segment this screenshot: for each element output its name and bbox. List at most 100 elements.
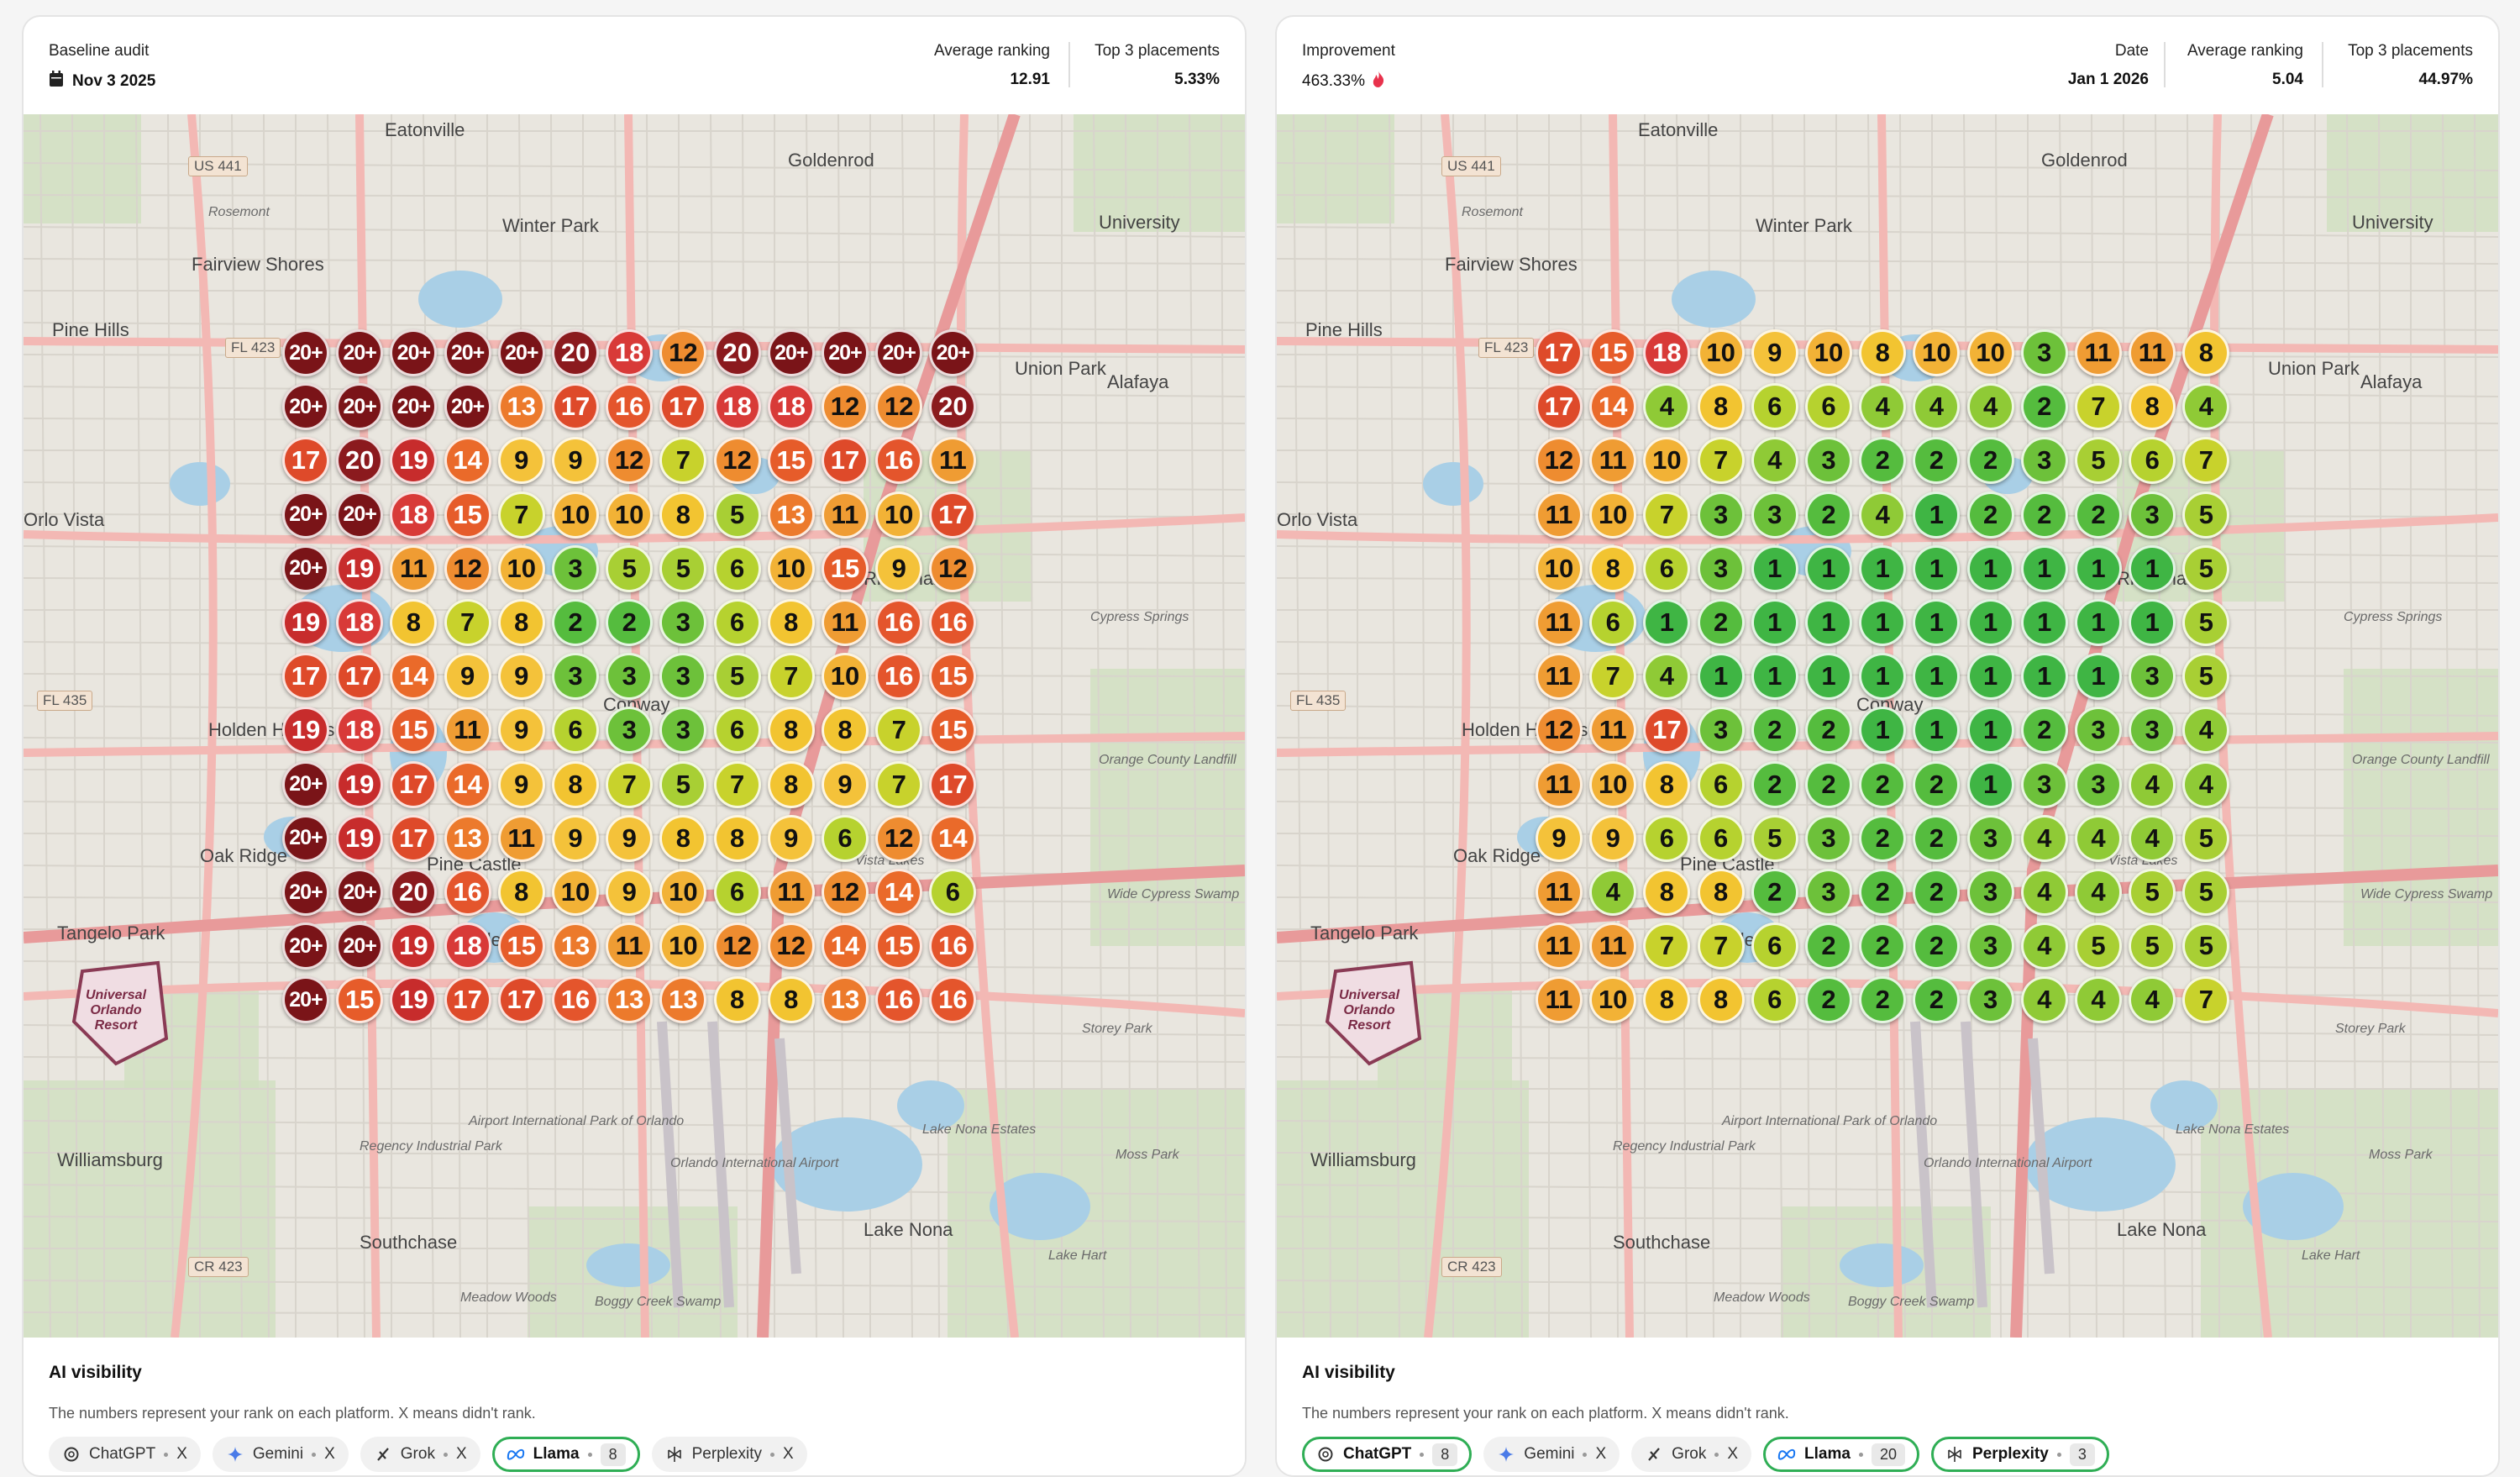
rank-marker[interactable]: 3 [2129, 653, 2176, 701]
rank-marker[interactable]: 12 [875, 383, 923, 431]
rank-marker[interactable]: 17 [390, 814, 438, 862]
rank-marker[interactable]: 20+ [282, 383, 329, 431]
rank-marker[interactable]: 20+ [336, 491, 384, 539]
rank-marker[interactable]: 10 [1589, 976, 1637, 1024]
rank-marker[interactable]: 18 [606, 329, 654, 376]
rank-marker[interactable]: 15 [875, 922, 923, 970]
rank-marker[interactable]: 7 [606, 760, 654, 808]
rank-marker[interactable]: 13 [606, 976, 654, 1024]
rank-marker[interactable]: 15 [444, 491, 491, 539]
rank-marker[interactable]: 20 [336, 437, 384, 485]
rank-marker[interactable]: 16 [929, 922, 977, 970]
rank-marker[interactable]: 4 [1589, 869, 1637, 916]
rank-grid-map[interactable]: Eatonville Goldenrod Winter Park University… [1277, 114, 2498, 1338]
rank-marker[interactable]: 1 [1913, 707, 1961, 754]
rank-marker[interactable]: 10 [875, 491, 923, 539]
rank-marker[interactable]: 1 [1913, 653, 1961, 701]
rank-marker[interactable]: 5 [2075, 437, 2122, 485]
rank-marker[interactable]: 12 [713, 437, 761, 485]
rank-marker[interactable]: 2 [2075, 491, 2122, 539]
rank-marker[interactable]: 2 [1913, 814, 1961, 862]
rank-marker[interactable]: 3 [1697, 491, 1745, 539]
rank-marker[interactable]: 16 [552, 976, 599, 1024]
rank-marker[interactable]: 8 [659, 814, 707, 862]
rank-marker[interactable]: 11 [606, 922, 654, 970]
platform-chip-chatgpt[interactable]: ChatGPT X [49, 1437, 201, 1472]
rank-marker[interactable]: 2 [1913, 437, 1961, 485]
rank-marker[interactable]: 1 [1913, 599, 1961, 646]
rank-marker[interactable]: 11 [1536, 976, 1583, 1024]
rank-marker[interactable]: 15 [929, 707, 977, 754]
rank-marker[interactable]: 3 [659, 653, 707, 701]
rank-marker[interactable]: 4 [2182, 383, 2230, 431]
rank-marker[interactable]: 18 [1643, 329, 1691, 376]
rank-marker[interactable]: 2 [1859, 437, 1907, 485]
rank-marker[interactable]: 2 [1913, 760, 1961, 808]
rank-marker[interactable]: 19 [336, 544, 384, 592]
rank-marker[interactable]: 1 [1859, 544, 1907, 592]
rank-marker[interactable]: 4 [2182, 707, 2230, 754]
rank-marker[interactable]: 2 [1966, 491, 2014, 539]
rank-marker[interactable]: 1 [1697, 653, 1745, 701]
rank-marker[interactable]: 2 [1859, 869, 1907, 916]
rank-marker[interactable]: 20+ [336, 383, 384, 431]
rank-marker[interactable]: 2 [1859, 814, 1907, 862]
rank-marker[interactable]: 19 [390, 922, 438, 970]
rank-marker[interactable]: 3 [1805, 814, 1852, 862]
rank-marker[interactable]: 4 [1643, 653, 1691, 701]
rank-marker[interactable]: 16 [444, 869, 491, 916]
rank-marker[interactable]: 14 [444, 760, 491, 808]
rank-marker[interactable]: 1 [1805, 544, 1852, 592]
rank-marker[interactable]: 7 [1643, 491, 1691, 539]
rank-marker[interactable]: 15 [767, 437, 815, 485]
rank-marker[interactable]: 3 [552, 653, 599, 701]
rank-marker[interactable]: 20+ [929, 329, 977, 376]
rank-marker[interactable]: 1 [2075, 653, 2122, 701]
rank-marker[interactable]: 2 [1751, 869, 1798, 916]
rank-marker[interactable]: 12 [444, 544, 491, 592]
rank-marker[interactable]: 14 [875, 869, 923, 916]
rank-marker[interactable]: 2 [1805, 976, 1852, 1024]
rank-marker[interactable]: 19 [336, 814, 384, 862]
rank-marker[interactable]: 1 [1913, 544, 1961, 592]
rank-marker[interactable]: 12 [875, 814, 923, 862]
rank-marker[interactable]: 8 [822, 707, 869, 754]
rank-marker[interactable]: 20+ [390, 329, 438, 376]
rank-marker[interactable]: 8 [1643, 869, 1691, 916]
rank-marker[interactable]: 13 [552, 922, 599, 970]
rank-marker[interactable]: 11 [2129, 329, 2176, 376]
rank-marker[interactable]: 17 [497, 976, 545, 1024]
rank-marker[interactable]: 5 [2182, 599, 2230, 646]
rank-marker[interactable]: 10 [552, 869, 599, 916]
rank-marker[interactable]: 11 [1589, 707, 1637, 754]
rank-marker[interactable]: 15 [1589, 329, 1637, 376]
rank-marker[interactable]: 10 [1589, 760, 1637, 808]
rank-marker[interactable]: 17 [390, 760, 438, 808]
rank-marker[interactable]: 10 [1536, 544, 1583, 592]
rank-marker[interactable]: 6 [1751, 922, 1798, 970]
rank-marker[interactable]: 11 [1536, 491, 1583, 539]
rank-marker[interactable]: 18 [767, 383, 815, 431]
rank-marker[interactable]: 10 [1643, 437, 1691, 485]
rank-marker[interactable]: 1 [2020, 544, 2068, 592]
rank-marker[interactable]: 11 [1536, 760, 1583, 808]
rank-marker[interactable]: 14 [444, 437, 491, 485]
rank-marker[interactable]: 7 [659, 437, 707, 485]
rank-marker[interactable]: 8 [1643, 760, 1691, 808]
rank-marker[interactable]: 5 [2182, 814, 2230, 862]
rank-marker[interactable]: 6 [713, 707, 761, 754]
rank-marker[interactable]: 6 [713, 869, 761, 916]
rank-marker[interactable]: 10 [1913, 329, 1961, 376]
rank-marker[interactable]: 17 [929, 760, 977, 808]
rank-marker[interactable]: 7 [2075, 383, 2122, 431]
rank-marker[interactable]: 4 [1859, 491, 1907, 539]
rank-marker[interactable]: 7 [2182, 976, 2230, 1024]
rank-marker[interactable]: 1 [2075, 544, 2122, 592]
rank-marker[interactable]: 4 [2020, 976, 2068, 1024]
rank-marker[interactable]: 2 [1913, 869, 1961, 916]
rank-marker[interactable]: 4 [1859, 383, 1907, 431]
rank-marker[interactable]: 13 [767, 491, 815, 539]
rank-marker[interactable]: 11 [497, 814, 545, 862]
rank-marker[interactable]: 4 [2129, 760, 2176, 808]
rank-marker[interactable]: 3 [2129, 707, 2176, 754]
